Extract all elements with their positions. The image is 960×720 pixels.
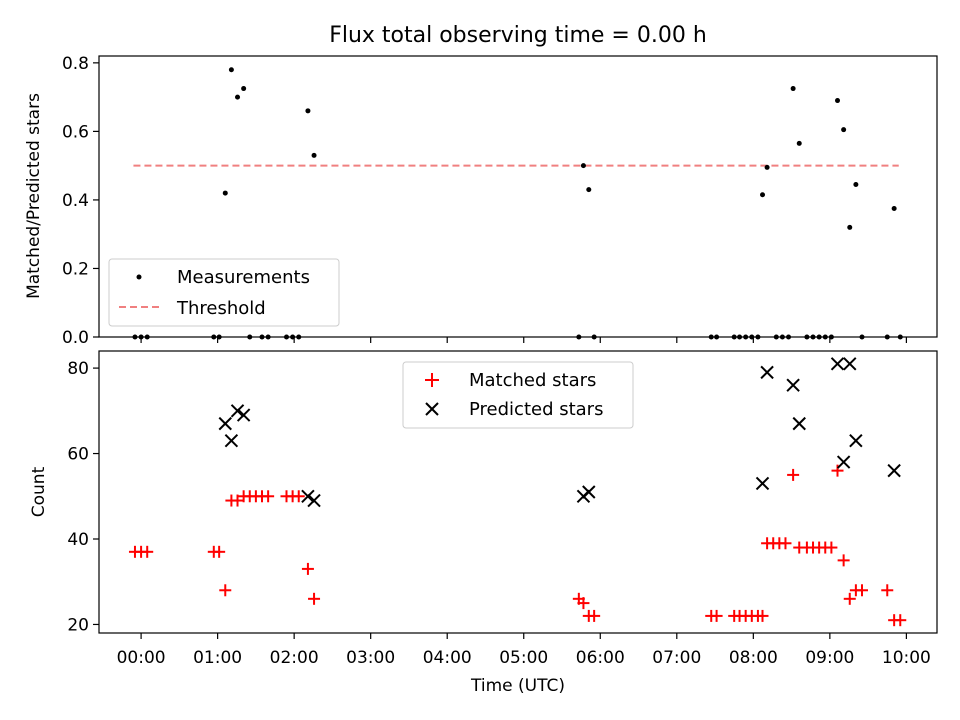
measurement-point (311, 152, 317, 158)
matched-point (894, 614, 907, 627)
measurement-point (760, 192, 766, 198)
x-tick-label: 03:00 (346, 648, 395, 668)
measurement-point (586, 187, 592, 193)
predicted-point (224, 434, 239, 448)
predicted-point (307, 493, 321, 508)
count-marks (128, 357, 907, 627)
ratio-legend: Measurements Threshold (108, 258, 340, 327)
ratio-y-label: Matched/Predicted stars (24, 93, 44, 299)
measurement-point (835, 98, 841, 104)
matched-point (710, 609, 723, 622)
count-legend-box (402, 361, 634, 429)
x-tick-label: 05:00 (499, 648, 548, 668)
matched-point (219, 584, 232, 597)
matched-point (881, 584, 894, 597)
ratio-y-tick-label: 0.4 (62, 191, 89, 211)
predicted-point (760, 365, 774, 380)
predicted-point (582, 485, 596, 499)
x-tick-label: 09:00 (805, 648, 854, 668)
count-y-label: Count (29, 466, 49, 517)
legend-measurements-marker (136, 274, 142, 280)
count-y-tick-label: 40 (67, 530, 89, 550)
ratio-panel: 0.00.20.40.60.8 Matched/Predicted stars … (24, 54, 938, 348)
x-tick-label: 07:00 (652, 648, 701, 668)
matched-point (787, 468, 800, 481)
matched-point (825, 541, 838, 554)
ratio-y-tick-label: 0.6 (62, 122, 89, 142)
measurement-point (841, 127, 847, 133)
ratio-y-tick-label: 0.2 (62, 259, 89, 279)
predicted-point (218, 416, 232, 431)
measurement-point (891, 205, 897, 211)
measurement-point (235, 94, 241, 100)
matched-point (779, 537, 792, 550)
x-tick-label: 06:00 (576, 648, 625, 668)
predicted-point (843, 357, 857, 371)
legend-matched-label: Matched stars (469, 370, 596, 391)
x-tick-label: 04:00 (423, 648, 472, 668)
count-y-tick-label: 20 (67, 615, 89, 635)
legend-predicted-marker (425, 402, 439, 416)
measurement-point (222, 190, 228, 196)
predicted-point (887, 463, 901, 478)
legend-measurements-label: Measurements (177, 267, 310, 288)
x-axis-label: Time (UTC) (470, 676, 565, 696)
ratio-x-ticks (140, 337, 907, 343)
ratio-y-tick-label: 0.0 (62, 328, 89, 348)
measurement-point (796, 140, 802, 146)
chart-title: Flux total observing time = 0.00 h (329, 23, 707, 48)
x-tick-label: 08:00 (729, 648, 778, 668)
measurement-point (580, 163, 586, 169)
count-plot-frame (98, 350, 938, 634)
matched-point (213, 545, 226, 558)
measurement-point (853, 182, 859, 188)
x-tick-label: 01:00 (193, 648, 242, 668)
matched-point (141, 545, 154, 558)
matched-point (856, 584, 869, 597)
predicted-point (755, 476, 770, 491)
matched-point (301, 562, 314, 575)
ratio-plot-frame (98, 55, 938, 338)
predicted-point (792, 416, 806, 431)
count-legend: Matched stars Predicted stars (402, 361, 634, 429)
predicted-point (836, 455, 851, 469)
matched-point (292, 490, 305, 503)
x-tick-label: 02:00 (270, 648, 319, 668)
predicted-point (301, 489, 315, 503)
matched-point (308, 592, 321, 605)
matched-point (231, 494, 244, 507)
matched-point (577, 597, 590, 610)
count-y-ticks: 20 40 60 80 (67, 359, 99, 635)
matched-point (262, 490, 275, 503)
predicted-point (230, 404, 245, 418)
legend-predicted-label: Predicted stars (469, 399, 603, 420)
predicted-point (849, 434, 863, 448)
matched-point (843, 592, 856, 605)
matched-point (831, 464, 844, 477)
measurement-point (305, 108, 311, 114)
legend-matched-marker (425, 373, 439, 387)
matched-point (756, 609, 769, 622)
x-tick-label: 10:00 (882, 648, 931, 668)
measurement-point (241, 86, 247, 92)
matched-point (588, 609, 601, 622)
ratio-y-ticks: 0.0 0.2 0.4 0.6 0.8 (62, 54, 99, 348)
x-tick-label: 00:00 (117, 648, 166, 668)
matched-point (837, 554, 850, 567)
legend-threshold-label: Threshold (176, 298, 266, 319)
measurement-point (847, 224, 853, 230)
predicted-point (830, 357, 845, 371)
measurement-point (790, 86, 796, 92)
ratio-legend-box (108, 258, 340, 327)
count-y-tick-label: 80 (67, 359, 89, 379)
measurement-point (228, 67, 234, 73)
count-x-ticks: 00:00 01:00 02:00 03:00 04:00 05:00 06:00 07:00… (117, 633, 931, 668)
predicted-point (236, 408, 251, 422)
ratio-y-tick-label: 0.8 (62, 54, 89, 74)
predicted-point (786, 378, 800, 392)
count-y-tick-label: 60 (67, 445, 89, 465)
measurement-point (764, 164, 770, 170)
